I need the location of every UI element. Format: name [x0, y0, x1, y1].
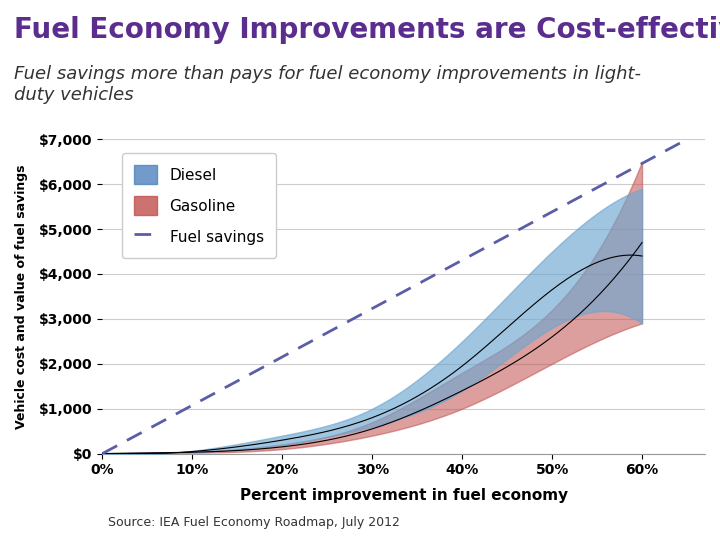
X-axis label: Percent improvement in fuel economy: Percent improvement in fuel economy: [240, 488, 568, 503]
Text: Fuel Economy Improvements are Cost-effective: Fuel Economy Improvements are Cost-effec…: [14, 16, 720, 44]
Text: Source: IEA Fuel Economy Roadmap, July 2012: Source: IEA Fuel Economy Roadmap, July 2…: [108, 516, 400, 529]
Legend: Diesel, Gasoline, Fuel savings: Diesel, Gasoline, Fuel savings: [122, 153, 276, 258]
Y-axis label: Vehicle cost and value of fuel savings: Vehicle cost and value of fuel savings: [15, 164, 28, 429]
Text: Fuel savings more than pays for fuel economy improvements in light-
duty vehicle: Fuel savings more than pays for fuel eco…: [14, 65, 642, 104]
